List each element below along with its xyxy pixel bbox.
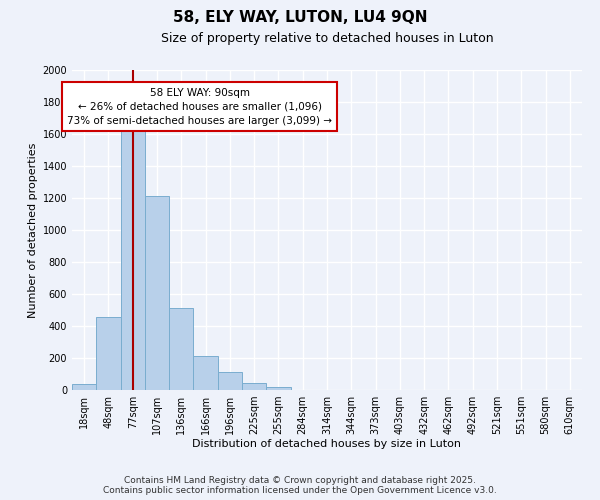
Text: 58 ELY WAY: 90sqm
← 26% of detached houses are smaller (1,096)
73% of semi-detac: 58 ELY WAY: 90sqm ← 26% of detached hous…	[67, 88, 332, 126]
Bar	[218, 372, 242, 390]
Bar	[266, 387, 290, 390]
Text: Contains HM Land Registry data © Crown copyright and database right 2025.
Contai: Contains HM Land Registry data © Crown c…	[103, 476, 497, 495]
Text: 58, ELY WAY, LUTON, LU4 9QN: 58, ELY WAY, LUTON, LU4 9QN	[173, 10, 427, 25]
Bar	[96, 317, 121, 390]
Bar	[169, 308, 193, 390]
Bar	[145, 196, 169, 390]
Bar	[193, 356, 218, 390]
Bar	[121, 129, 145, 390]
Bar	[242, 383, 266, 390]
Y-axis label: Number of detached properties: Number of detached properties	[28, 142, 38, 318]
Title: Size of property relative to detached houses in Luton: Size of property relative to detached ho…	[161, 32, 493, 45]
X-axis label: Distribution of detached houses by size in Luton: Distribution of detached houses by size …	[193, 438, 461, 448]
Bar	[72, 384, 96, 390]
